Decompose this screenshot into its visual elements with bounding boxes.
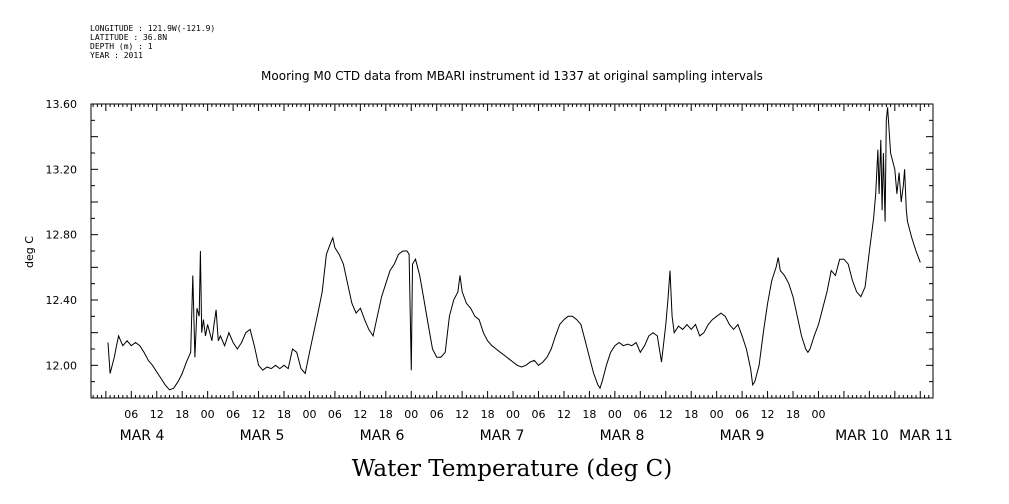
day-label: MAR 8: [600, 428, 645, 444]
x-tick-label: 12: [252, 408, 266, 421]
axis-ticks: [91, 103, 934, 399]
x-tick-label: 00: [201, 408, 215, 421]
x-tick-label: 06: [633, 408, 647, 421]
x-tick-label: 00: [811, 408, 825, 421]
chart-title: Mooring M0 CTD data from MBARI instrumen…: [261, 69, 763, 83]
x-tick-label: 06: [735, 408, 749, 421]
day-labels: MAR 4 MAR 5 MAR 6 MAR 7 MAR 8 MAR 9 MAR 10 MAR …: [120, 428, 953, 444]
y-tick-label: 12.00: [46, 359, 78, 372]
year-label: YEAR : 2011: [90, 51, 143, 60]
x-tick-label: 06: [430, 408, 444, 421]
y-tick-label: 12.80: [46, 229, 78, 242]
y-axis-label: deg C: [23, 236, 36, 268]
longitude-label: LONGITUDE : 121.9W(-121.9): [90, 24, 215, 33]
y-tick-label: 12.40: [46, 294, 78, 307]
x-tick-label: 06: [328, 408, 342, 421]
x-tick-label: 18: [379, 408, 393, 421]
depth-label: DEPTH (m) : 1: [90, 42, 153, 51]
x-tick-label: 18: [175, 408, 189, 421]
x-tick-label: 06: [124, 408, 138, 421]
day-label: MAR 5: [240, 428, 285, 444]
x-tick-label: 18: [684, 408, 698, 421]
x-tick-label: 12: [659, 408, 673, 421]
day-label: MAR 11: [899, 428, 953, 444]
x-tick-label: 12: [455, 408, 469, 421]
latitude-label: LATITUDE : 36.8N: [90, 33, 167, 42]
day-label: MAR 9: [720, 428, 765, 444]
y-tick-label: 13.20: [46, 163, 78, 176]
plot-frame: [90, 103, 934, 399]
day-label: MAR 10: [835, 428, 889, 444]
x-tick-label: 12: [353, 408, 367, 421]
x-tick-label: 12: [150, 408, 164, 421]
x-tick-label: 00: [404, 408, 418, 421]
day-label: MAR 4: [120, 428, 165, 444]
x-tick-label: 06: [532, 408, 546, 421]
x-tick-label: 18: [277, 408, 291, 421]
x-tick-label: 00: [608, 408, 622, 421]
day-label: MAR 7: [480, 428, 525, 444]
y-tick-labels: 12.00 12.40 12.80 13.20 13.60: [46, 98, 78, 372]
x-tick-label: 18: [582, 408, 596, 421]
x-tick-label: 00: [302, 408, 316, 421]
x-tick-label: 00: [506, 408, 520, 421]
x-tick-label: 06: [226, 408, 240, 421]
x-axis-label: Water Temperature (deg C): [352, 456, 672, 482]
day-label: MAR 6: [360, 428, 405, 444]
x-tick-label: 18: [786, 408, 800, 421]
x-tick-label: 18: [481, 408, 495, 421]
y-tick-label: 13.60: [46, 98, 78, 111]
x-tick-label: 12: [557, 408, 571, 421]
x-tick-label: 12: [761, 408, 775, 421]
temperature-series-line: [107, 107, 921, 391]
x-tick-label: 00: [710, 408, 724, 421]
x-tick-labels: 06 12 18 00 06 12 18 00 06 12 18 00 06 12 18 00 06 12 18 00…: [124, 408, 825, 421]
